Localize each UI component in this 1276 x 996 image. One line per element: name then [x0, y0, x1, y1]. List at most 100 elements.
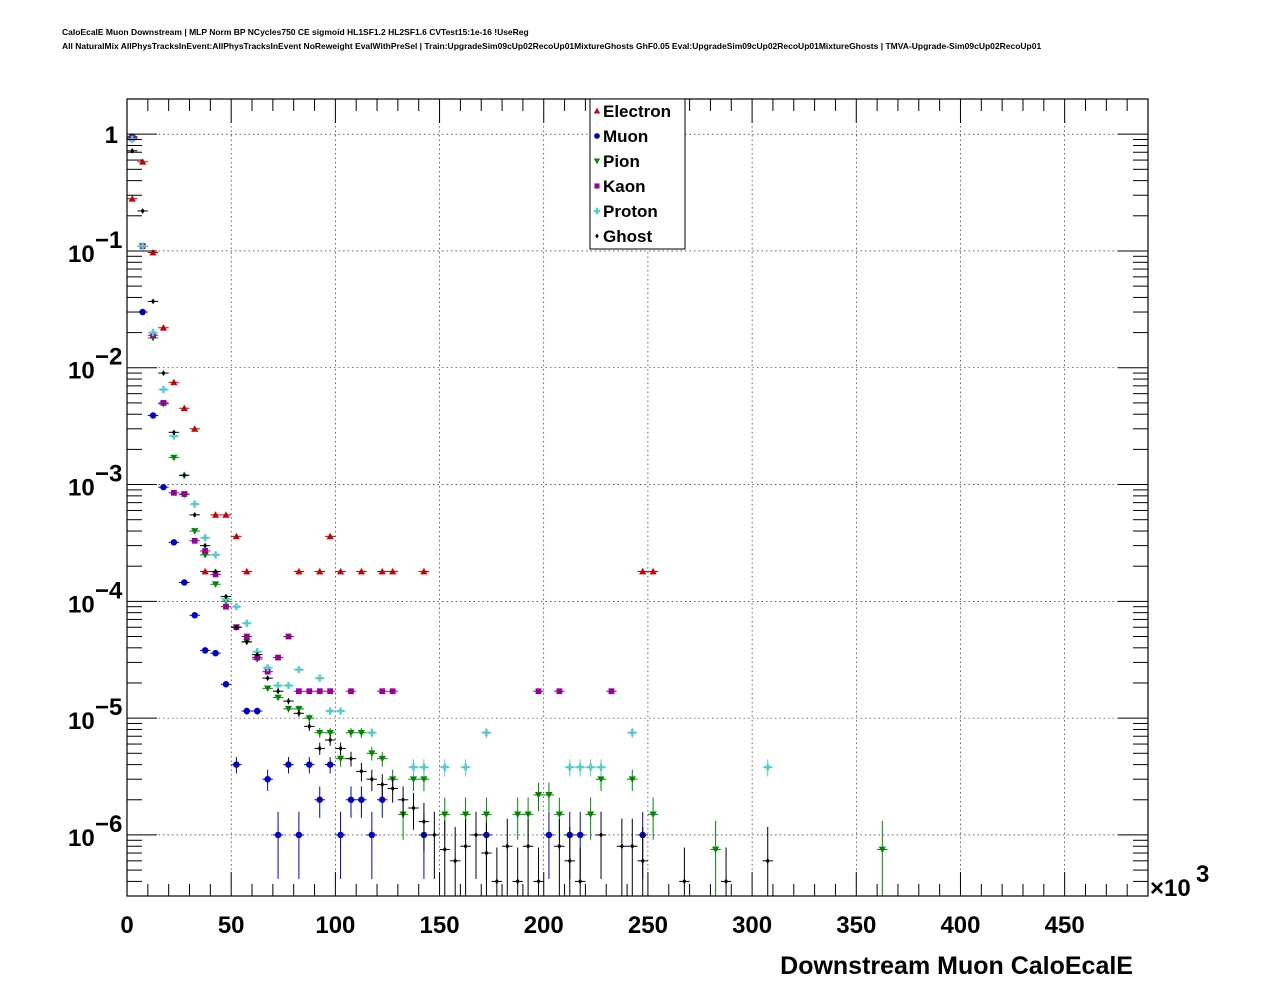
data-point: [765, 857, 770, 864]
data-point: [587, 811, 595, 818]
legend-marker-ghost: [595, 233, 599, 239]
data-point: [482, 811, 491, 818]
legend-marker-kaon: [594, 183, 600, 189]
data-point: [515, 878, 520, 885]
data-point: [338, 745, 343, 752]
data-point: [712, 846, 720, 854]
data-point: [274, 694, 282, 702]
data-point: [285, 761, 292, 768]
series-muon: [127, 133, 648, 879]
data-point: [441, 763, 449, 771]
data-point: [232, 532, 240, 540]
legend-label-kaon: Kaon: [603, 177, 646, 196]
data-point: [213, 568, 218, 575]
legend-marker-muon: [594, 133, 600, 139]
data-point: [494, 878, 499, 885]
x-multiplier-exponent: 3: [1196, 861, 1209, 888]
data-point: [255, 651, 260, 658]
data-point: [534, 792, 543, 799]
data-point: [274, 831, 282, 839]
y-tick-exponent: −3: [95, 461, 122, 488]
data-point: [420, 763, 428, 771]
data-point: [368, 750, 376, 757]
x-tick-label: 50: [218, 912, 245, 939]
data-point: [203, 542, 208, 549]
data-point: [305, 715, 313, 722]
data-point: [411, 805, 416, 811]
data-point: [453, 857, 458, 864]
data-point: [170, 454, 178, 462]
x-tick-label: 100: [315, 912, 355, 939]
data-point: [306, 688, 313, 695]
data-point: [211, 511, 220, 518]
data-point: [295, 831, 303, 839]
data-point: [567, 857, 572, 864]
data-point: [170, 539, 178, 546]
data-point: [639, 567, 647, 575]
data-point: [264, 775, 271, 783]
data-point: [484, 850, 489, 856]
data-point: [295, 666, 303, 674]
data-point: [192, 511, 197, 518]
data-point: [764, 763, 772, 771]
data-point: [420, 567, 428, 575]
data-point: [275, 654, 281, 661]
x-tick-label: 300: [732, 912, 772, 939]
data-point: [326, 761, 334, 768]
data-point: [368, 831, 376, 839]
data-point: [514, 811, 522, 818]
data-point: [296, 710, 301, 717]
data-point: [244, 638, 249, 645]
data-point: [630, 843, 635, 850]
axis-tick-labels: 0 50 100 150 200 250 300 350 400 450110−110−210−3…: [68, 122, 1085, 939]
series-kaon: [127, 135, 617, 695]
data-point: [545, 831, 553, 839]
data-point: [191, 425, 199, 432]
data-point: [545, 792, 553, 799]
data-point: [284, 706, 293, 713]
data-point: [285, 633, 292, 640]
data-point: [368, 729, 376, 737]
data-point: [336, 707, 345, 715]
header-line-2: All NaturalMix AllPhysTracksInEvent:AllP…: [62, 41, 1042, 51]
data-point: [724, 878, 729, 885]
data-point: [348, 688, 354, 695]
data-point: [171, 489, 177, 496]
data-point: [276, 688, 281, 695]
data-point: [171, 429, 176, 436]
legend-label-ghost: Ghost: [603, 227, 652, 246]
data-point: [379, 688, 386, 695]
series-pion: [127, 134, 888, 896]
data-point: [409, 776, 418, 783]
x-tick-label: 400: [940, 912, 980, 939]
data-point: [619, 843, 624, 850]
data-point: [316, 729, 324, 737]
data-point: [358, 796, 365, 804]
data-point: [151, 298, 156, 305]
data-point: [233, 761, 240, 768]
data-point: [160, 483, 167, 491]
data-point: [378, 567, 386, 575]
data-point: [555, 811, 563, 818]
data-point: [264, 685, 272, 692]
data-point: [139, 308, 146, 316]
data-point: [597, 776, 605, 783]
y-tick-label: 1: [105, 122, 118, 149]
data-point: [243, 619, 251, 627]
data-point: [357, 729, 366, 737]
data-point: [286, 698, 291, 704]
y-tick-exponent: −6: [95, 811, 122, 838]
data-point: [463, 843, 468, 850]
data-point: [222, 681, 230, 688]
data-point: [316, 796, 323, 804]
legend-label-proton: Proton: [603, 202, 658, 221]
data-point: [378, 755, 386, 763]
data-point: [336, 755, 345, 763]
data-point: [159, 324, 168, 331]
data-point: [421, 818, 426, 825]
data-point: [139, 242, 147, 250]
data-point: [505, 843, 510, 850]
y-tick-label: 10: [68, 241, 95, 268]
y-tick-label: 10: [68, 358, 95, 385]
data-point: [161, 370, 166, 376]
